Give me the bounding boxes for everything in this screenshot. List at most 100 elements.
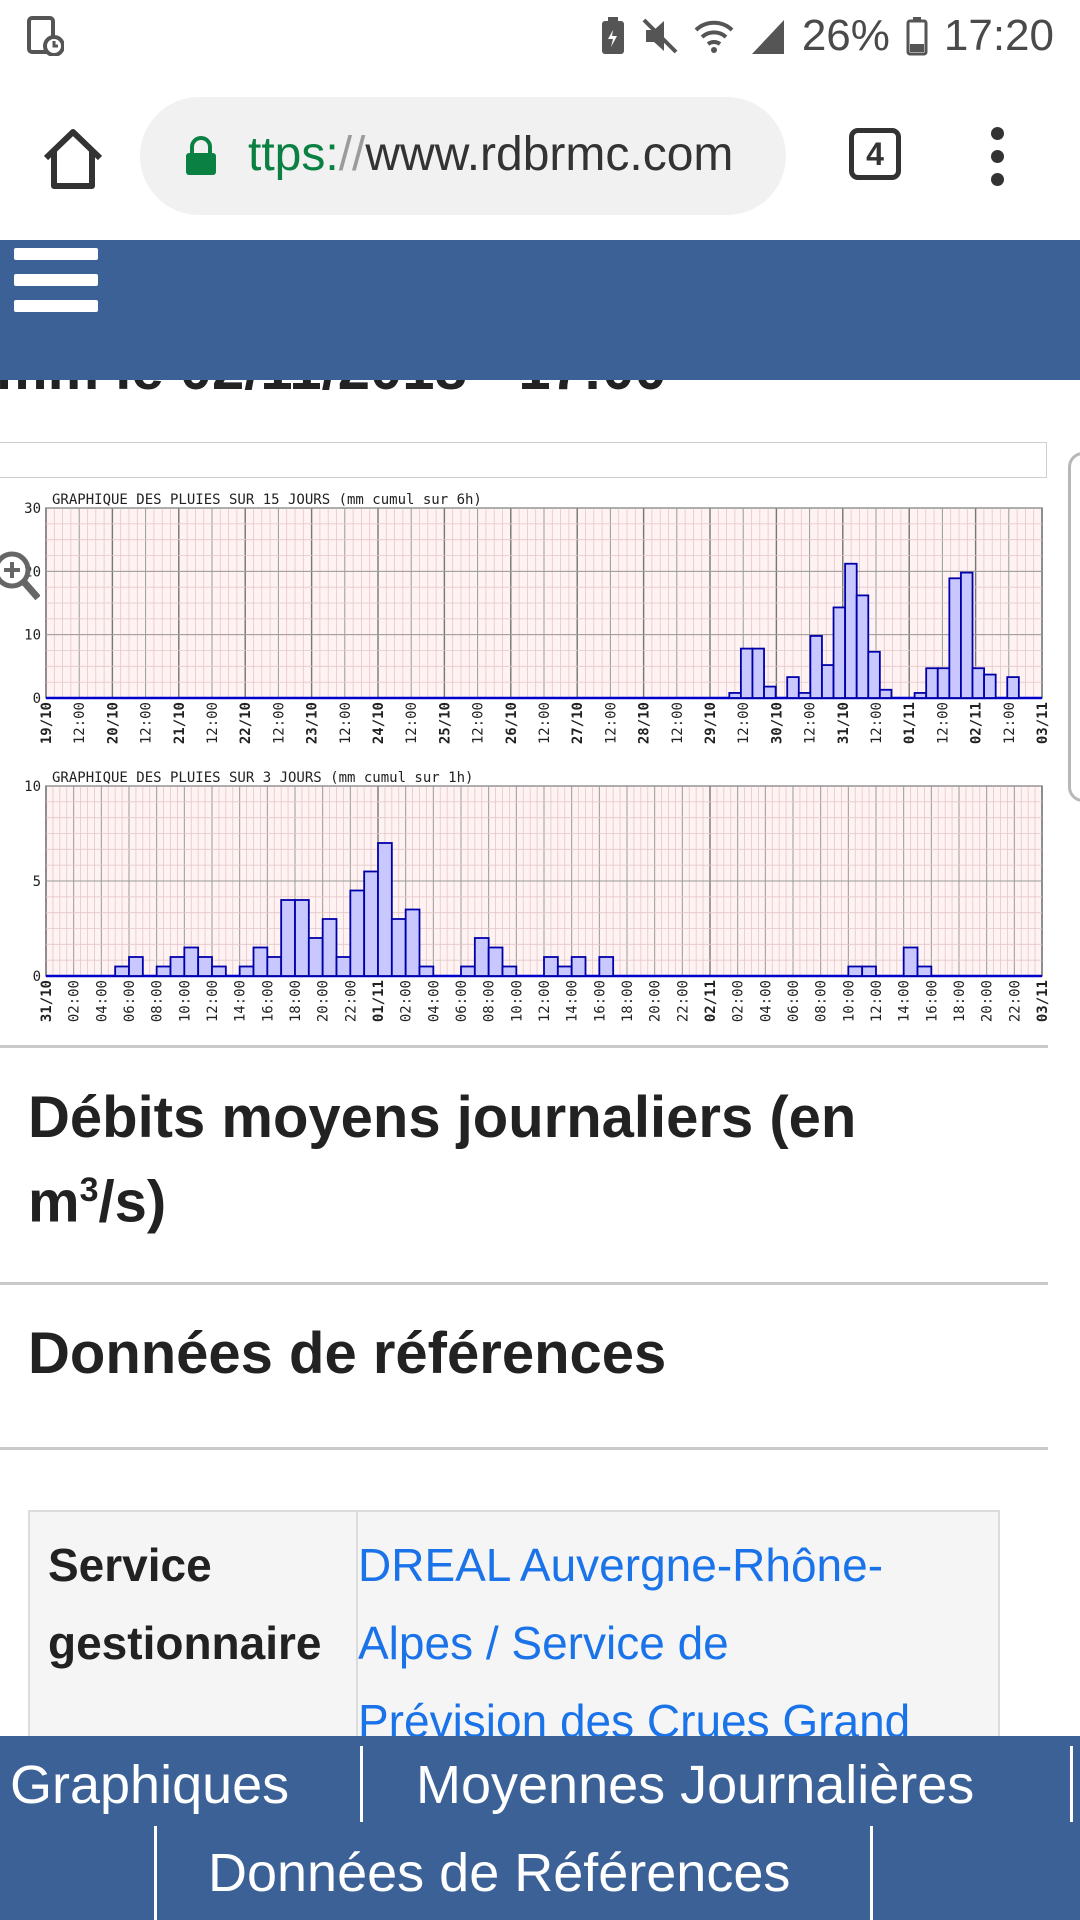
rain-bar [855, 594, 870, 699]
nav-separator [870, 1826, 873, 1920]
rain-bar [913, 692, 928, 699]
signal-icon [751, 20, 784, 54]
x-tick-label: 08:00 [482, 980, 498, 1022]
rain-bar [936, 667, 951, 699]
zoom-in-icon[interactable] [0, 548, 40, 604]
x-tick-label: 02/11 [703, 980, 719, 1022]
rain-bar [878, 688, 893, 699]
references-table: Service gestionnaire DREAL Auvergne-Rhôn… [28, 1510, 1000, 1750]
nav-separator [360, 1746, 363, 1822]
hamburger-menu-icon[interactable] [14, 248, 98, 316]
x-tick-label: 16:00 [924, 980, 940, 1022]
x-tick-label: 02:00 [67, 980, 83, 1022]
x-tick-label: 12:00 [471, 702, 487, 744]
nav-separator [154, 1826, 157, 1920]
bottom-navigation: Graphiques Moyennes Journalières Données… [0, 1736, 1080, 1920]
chart-title: GRAPHIQUE DES PLUIES SUR 3 JOURS (mm cum… [52, 770, 473, 786]
y-tick-label: 10 [24, 779, 41, 795]
chart-title: GRAPHIQUE DES PLUIES SUR 15 JOURS (mm cu… [52, 492, 482, 508]
rain-bar [501, 965, 518, 977]
y-tick-label: 10 [24, 628, 41, 644]
battery-saver-icon [601, 17, 624, 54]
rain-chart-3-days: GRAPHIQUE DES PLUIES SUR 3 JOURS (mm cum… [24, 770, 1051, 1022]
x-tick-label: 12:00 [537, 980, 553, 1022]
rain-bar [786, 676, 800, 699]
x-tick-label: 20:00 [648, 980, 664, 1022]
rain-bar [751, 647, 765, 699]
rain-bar [861, 965, 877, 977]
x-tick-label: 06:00 [454, 980, 470, 1022]
battery-icon [906, 17, 928, 56]
rain-bar [128, 956, 144, 977]
x-tick-label: 18:00 [952, 980, 968, 1022]
x-tick-label: 06:00 [122, 980, 138, 1022]
rain-bar [114, 965, 130, 977]
x-tick-label: 26/10 [504, 702, 520, 744]
rain-bar [960, 571, 974, 699]
rain-bar [418, 965, 435, 977]
rain-bar [570, 956, 587, 977]
overflow-menu-icon[interactable] [985, 124, 1009, 194]
x-tick-label: 29/10 [703, 702, 719, 744]
scroll-handle[interactable] [1068, 452, 1080, 802]
nav-donnees-references[interactable]: Données de Références [208, 1843, 791, 1903]
x-tick-label: 31/10 [39, 980, 55, 1022]
x-tick-label: 12:00 [869, 980, 885, 1022]
rain-bar [377, 842, 393, 977]
rain-bar [847, 965, 864, 977]
rain-bar [460, 965, 476, 977]
x-tick-label: 12:00 [205, 980, 221, 1022]
rain-bar [867, 650, 881, 699]
page-heading: mm le 02/11/2018 - 17:00 [0, 380, 667, 403]
rain-bar [390, 918, 407, 977]
rain-bar [183, 946, 200, 977]
nav-graphiques[interactable]: Graphiques [10, 1755, 290, 1815]
rain-bar [1006, 676, 1020, 699]
y-tick-label: 30 [24, 501, 41, 517]
nav-moyennes-journalieres[interactable]: Moyennes Journalières [416, 1755, 975, 1815]
x-tick-label: 22:00 [1007, 980, 1023, 1022]
rain-bar [556, 965, 573, 977]
x-tick-label: 12:00 [139, 702, 155, 744]
url-text[interactable]: ttps://www.rdbrmc.com [248, 127, 733, 182]
x-tick-label: 03/11 [1035, 702, 1051, 744]
x-tick-label: 12:00 [803, 702, 819, 744]
x-tick-label: 12:00 [338, 702, 354, 744]
url-scheme: ttps: [248, 128, 339, 181]
rain-bar [155, 965, 172, 977]
rain-bar [197, 956, 213, 977]
x-tick-label: 06:00 [786, 980, 802, 1022]
rain-bar [307, 937, 324, 977]
x-tick-label: 14:00 [897, 980, 913, 1022]
address-bar[interactable]: ttps://www.rdbrmc.com [140, 97, 786, 215]
rain-bar [728, 692, 742, 699]
x-tick-label: 10:00 [841, 980, 857, 1022]
x-tick-label: 16:00 [592, 980, 608, 1022]
wifi-icon [694, 20, 734, 53]
x-tick-label: 21/10 [172, 702, 188, 744]
rain-bar [902, 946, 919, 977]
x-tick-label: 02/11 [969, 702, 985, 744]
home-icon[interactable] [38, 124, 108, 194]
x-tick-label: 16:00 [260, 980, 276, 1022]
x-tick-label: 04:00 [426, 980, 442, 1022]
x-tick-label: 22:00 [675, 980, 691, 1022]
x-tick-label: 14:00 [233, 980, 249, 1022]
x-tick-label: 30/10 [769, 702, 785, 744]
x-tick-label: 23/10 [305, 702, 321, 744]
url-host: www.rdbrmc.com [365, 128, 734, 181]
x-tick-label: 01/11 [371, 980, 387, 1022]
x-tick-label: 12:00 [271, 702, 287, 744]
tab-switcher-button[interactable]: 4 [849, 128, 901, 180]
x-tick-label: 22/10 [238, 702, 254, 744]
rain-bar [821, 664, 835, 699]
url-separator: // [338, 128, 366, 181]
x-tick-label: 02:00 [399, 980, 415, 1022]
table-value-service-link[interactable]: DREAL Auvergne-Rhône- Alpes / Service de… [358, 1539, 911, 1747]
rain-bar [280, 899, 296, 977]
rain-bar [487, 946, 504, 977]
status-bar: 26% 17:20 [0, 0, 1080, 72]
x-tick-label: 20:00 [980, 980, 996, 1022]
rain-bar [349, 889, 366, 977]
x-tick-label: 12:00 [72, 702, 88, 744]
